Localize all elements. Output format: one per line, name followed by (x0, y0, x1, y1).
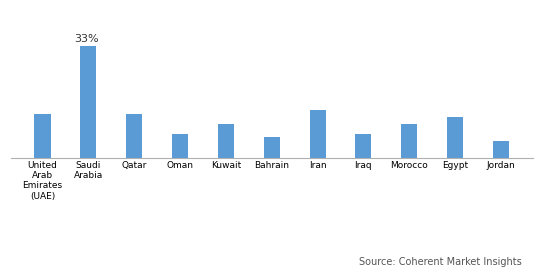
Bar (218, 124, 234, 158)
Bar (493, 141, 509, 158)
Bar (401, 124, 417, 158)
Bar (309, 110, 325, 158)
Text: Source: Coherent Market Insights: Source: Coherent Market Insights (359, 256, 522, 267)
Bar (355, 134, 371, 158)
Text: 33%: 33% (74, 34, 98, 44)
Bar (264, 137, 280, 158)
Bar (447, 117, 463, 158)
Bar (34, 114, 51, 158)
Bar (126, 114, 142, 158)
Bar (172, 134, 188, 158)
Bar (80, 45, 96, 158)
